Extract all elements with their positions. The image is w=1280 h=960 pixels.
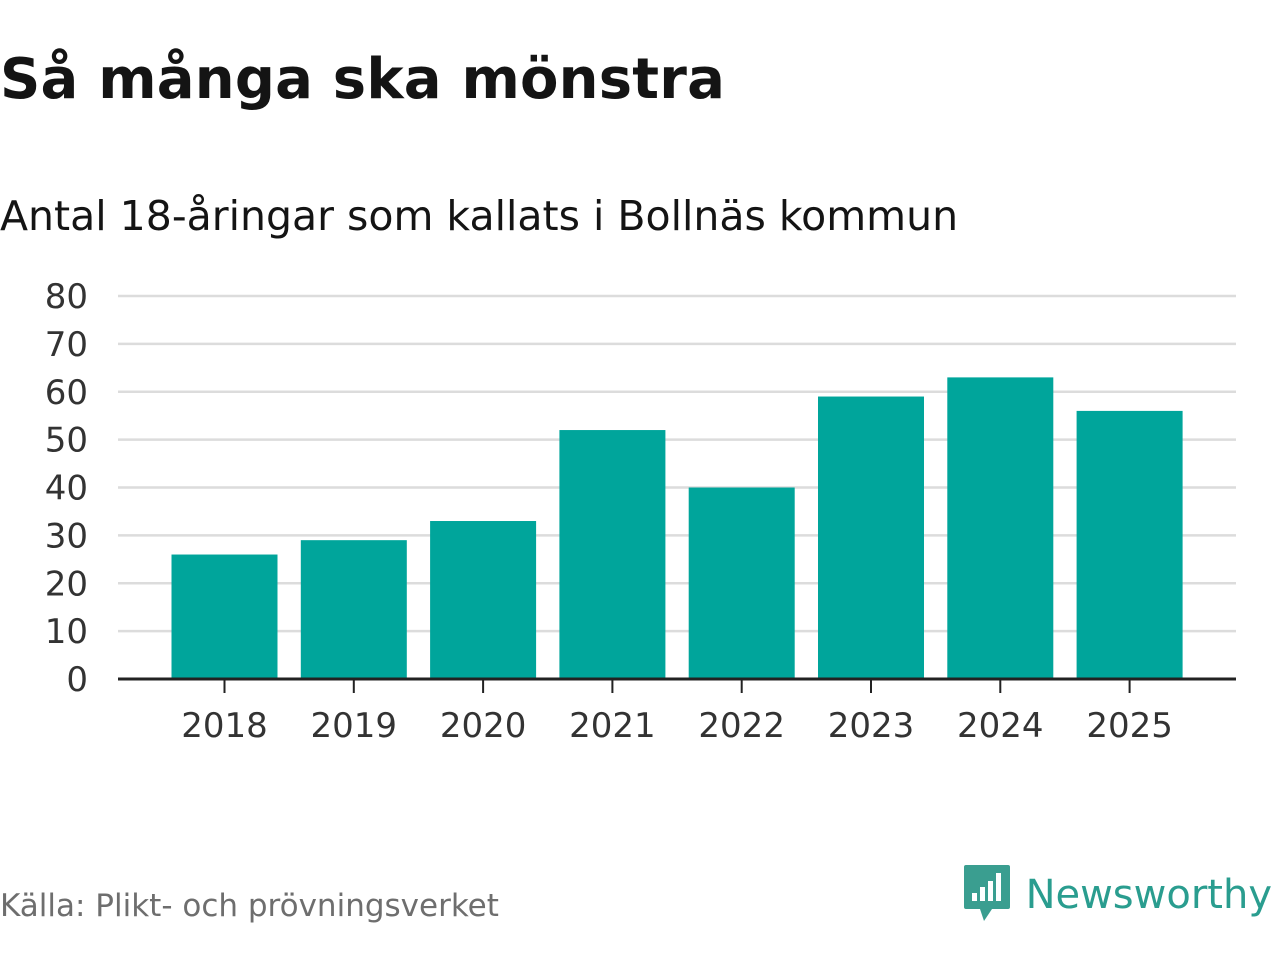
chart-subtitle: Antal 18-åringar som kallats i Bollnäs k… bbox=[0, 192, 959, 240]
bar-2018 bbox=[171, 554, 278, 679]
bar-2020 bbox=[430, 521, 537, 679]
source-note: Källa: Plikt- och prövningsverket bbox=[0, 888, 499, 924]
x-tick-label: 2023 bbox=[828, 706, 915, 746]
x-tick-label: 2020 bbox=[440, 706, 527, 746]
x-tick-label: 2019 bbox=[311, 706, 398, 746]
y-tick-label: 0 bbox=[66, 660, 88, 700]
x-tick-label: 2025 bbox=[1086, 706, 1173, 746]
bar-2024 bbox=[947, 377, 1054, 679]
gridlines bbox=[118, 294, 1236, 633]
bar-2022 bbox=[688, 487, 795, 679]
chart-title: Så många ska mönstra bbox=[0, 47, 726, 112]
axes: 0 10 20 30 40 50 60 70 80 2018 2019 2020 2021 2022 202… bbox=[45, 277, 1236, 746]
x-tick-label: 2022 bbox=[698, 706, 785, 746]
y-tick-label: 10 bbox=[45, 612, 88, 652]
y-tick-label: 60 bbox=[45, 373, 88, 413]
bar-2021 bbox=[559, 430, 666, 679]
newsworthy-logo-icon bbox=[962, 863, 1012, 927]
y-tick-label: 20 bbox=[45, 564, 88, 604]
x-tick-label: 2021 bbox=[569, 706, 656, 746]
y-tick-label: 30 bbox=[45, 516, 88, 556]
brand-name: Newsworthy bbox=[1025, 872, 1272, 918]
bars bbox=[171, 377, 1183, 679]
y-tick-label: 80 bbox=[45, 277, 88, 317]
bar-2023 bbox=[818, 396, 924, 679]
y-tick-label: 50 bbox=[45, 421, 88, 461]
bar-2019 bbox=[300, 540, 407, 679]
brand[interactable]: Newsworthy bbox=[962, 862, 1272, 928]
y-tick-label: 70 bbox=[45, 325, 88, 365]
bar-chart: 0 10 20 30 40 50 60 70 80 2018 2019 2020 2021 2022 202… bbox=[45, 277, 1236, 746]
x-tick-label: 2018 bbox=[181, 706, 268, 746]
y-tick-label: 40 bbox=[45, 469, 88, 509]
bar-2025 bbox=[1076, 410, 1183, 679]
x-tick-label: 2024 bbox=[957, 706, 1044, 746]
